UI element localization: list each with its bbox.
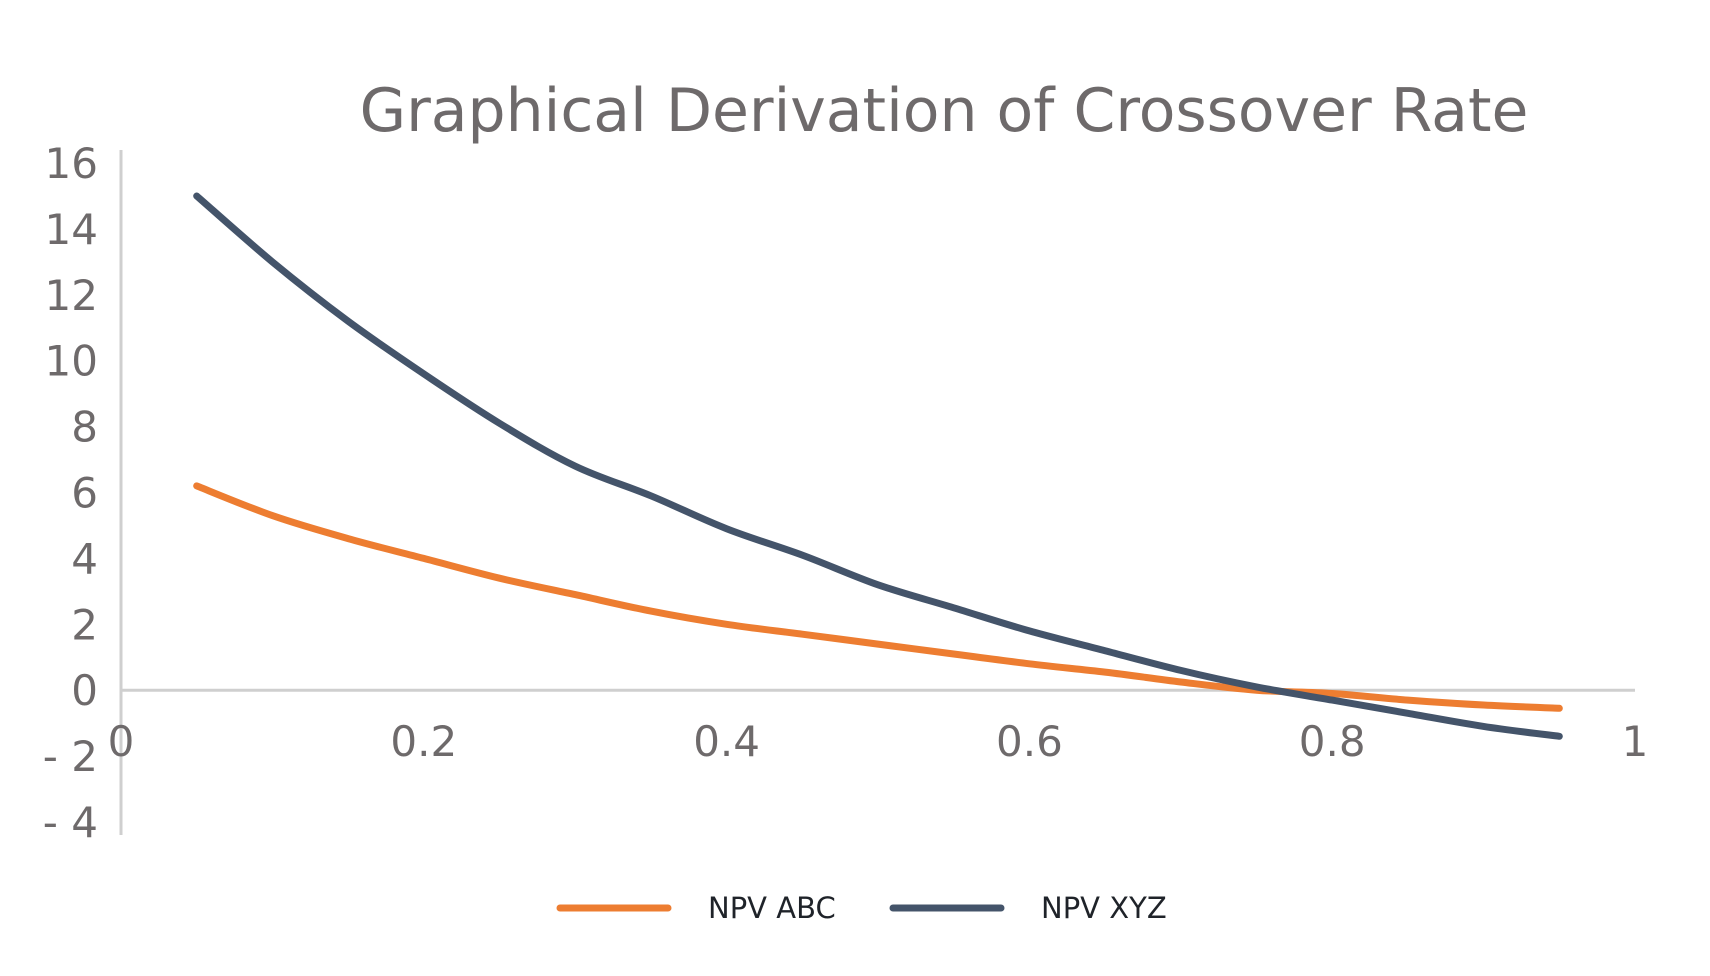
y-axis: 16 14 12 10 8 6 4 2 0 - 2 - 4 [43, 139, 123, 847]
chart-title: Graphical Derivation of Crossover Rate [360, 76, 1529, 146]
y-tick-label: 4 [71, 534, 98, 583]
x-tick-label: 0 [108, 717, 135, 766]
y-tick-label: 14 [45, 205, 98, 254]
legend: NPV ABC NPV XYZ [556, 891, 1167, 925]
y-tick-label: 8 [71, 403, 98, 452]
y-tick-label: 6 [71, 469, 98, 518]
x-axis: 0 0.2 0.4 0.6 0.8 1 [108, 688, 1649, 766]
y-tick-label: - 2 [43, 732, 98, 781]
x-tick-label: 0.6 [996, 717, 1063, 766]
x-tick-label: 1 [1622, 717, 1649, 766]
y-tick-label: 12 [45, 271, 98, 320]
y-tick-label: 16 [45, 139, 98, 188]
series [193, 192, 1563, 740]
series-line-npv-xyz [193, 192, 1563, 740]
y-tick-label: 2 [71, 600, 98, 649]
y-tick-label: 0 [71, 666, 98, 715]
x-tick-label: 0.8 [1299, 717, 1366, 766]
y-tick-label: 10 [45, 337, 98, 386]
x-tick-label: 0.4 [693, 717, 760, 766]
x-tick-label: 0.2 [390, 717, 457, 766]
legend-label-npv-xyz: NPV XYZ [1041, 891, 1167, 925]
legend-label-npv-abc: NPV ABC [708, 891, 836, 925]
y-tick-label: - 4 [43, 798, 98, 847]
series-line-npv-abc [193, 482, 1563, 712]
